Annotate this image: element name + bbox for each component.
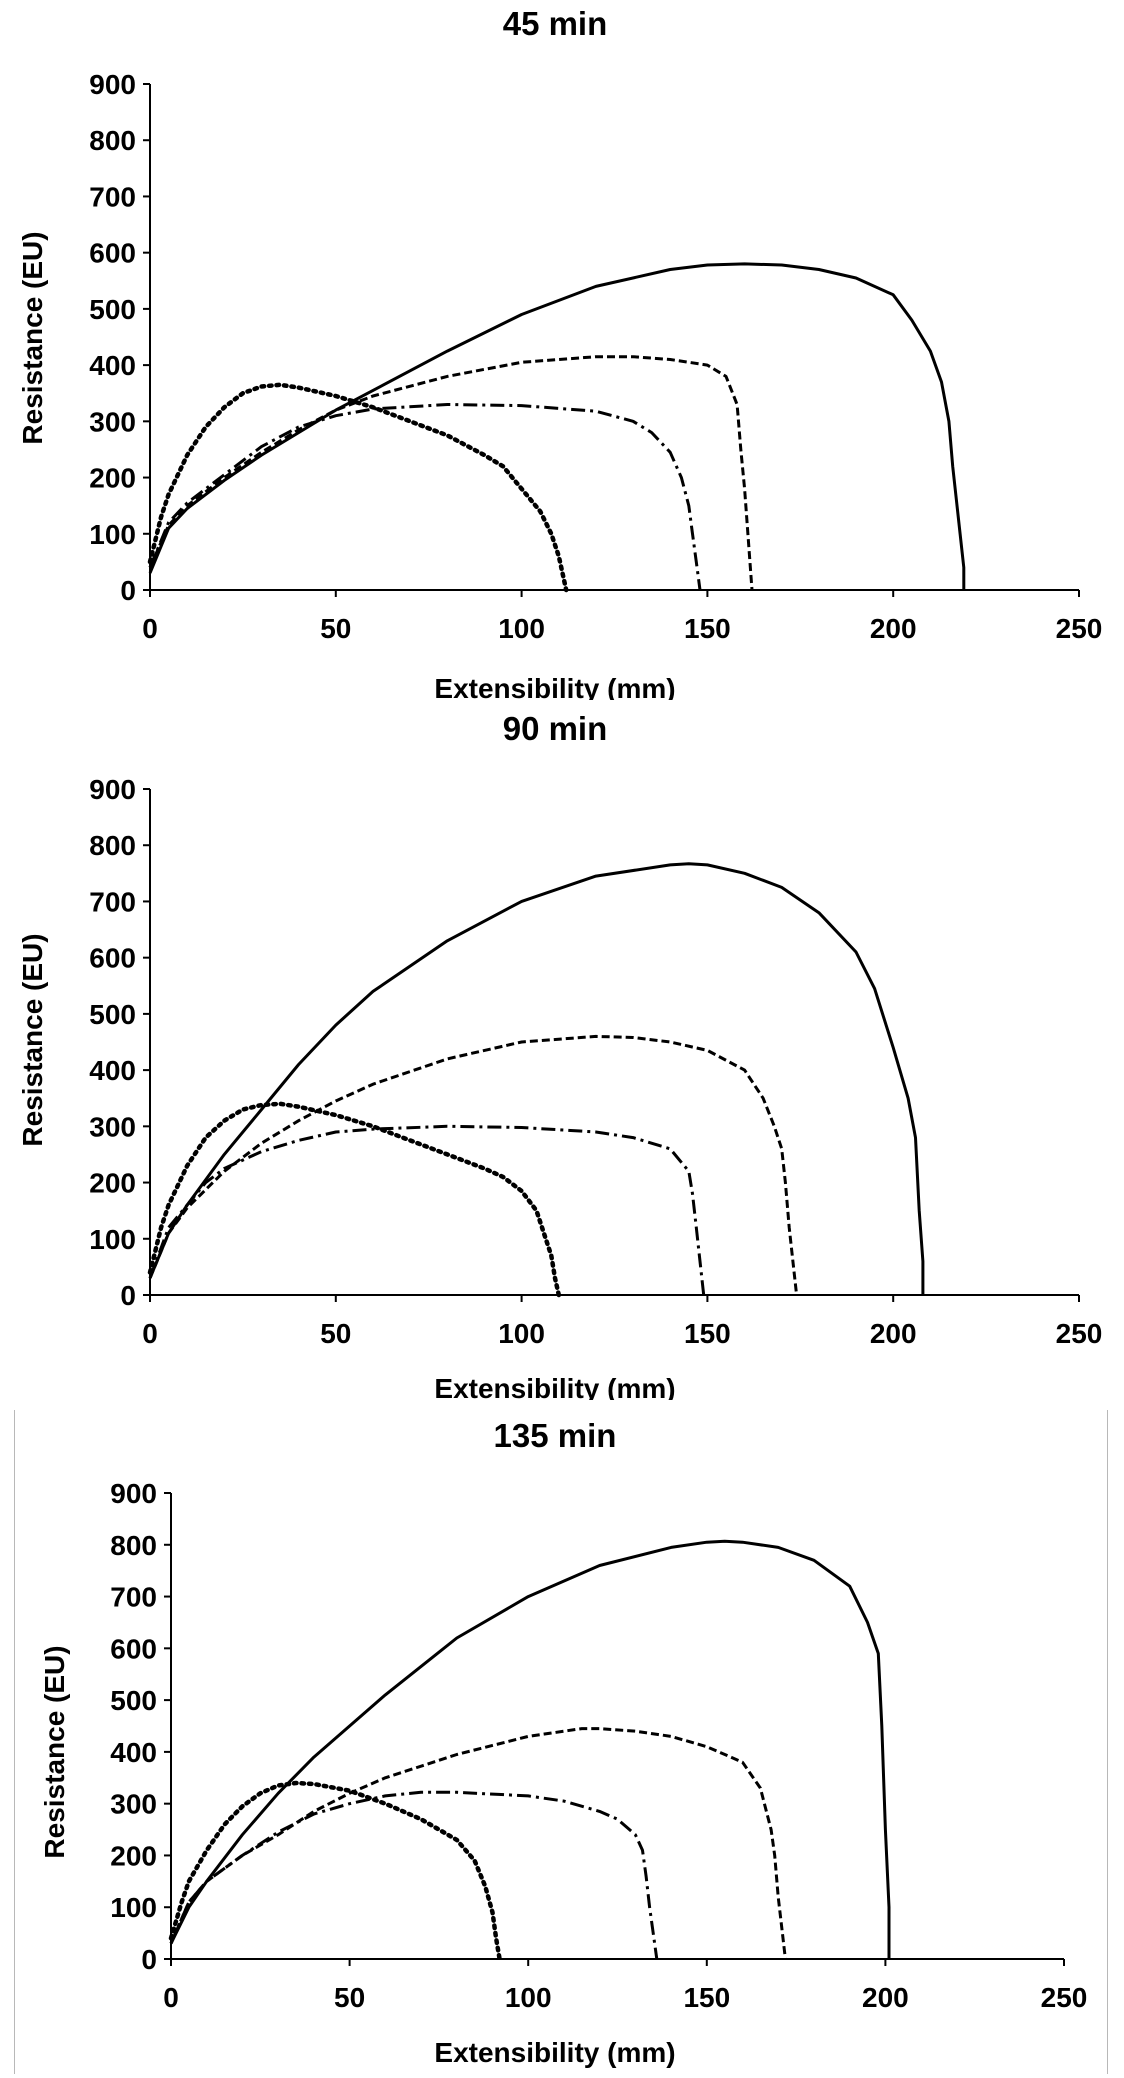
series-line-dashed (148, 355, 754, 591)
x-tick-label: 250 (1056, 1318, 1103, 1349)
x-tick-label: 0 (142, 613, 158, 644)
chart-45-min: 45 min 0 100 200 300 400 500 600 700 800 900 0 50 10… (17, 5, 1102, 700)
x-axis-title: Extensibility (mm) (434, 2037, 675, 2068)
y-tick-label: 200 (110, 1840, 157, 1871)
plot-area: 0 100 200 300 400 500 600 700 800 900 0 50 100 150 200… (89, 69, 1102, 644)
y-tick-label: 500 (89, 999, 136, 1030)
y-tick-label: 200 (89, 463, 136, 494)
x-tick-label: 0 (163, 1982, 179, 2013)
series-line-dotted (147, 382, 569, 593)
chart-135-min: 135 min 0 100 200 300 400 500 600 700 800 900 0 50 1… (39, 1417, 1087, 2068)
x-axis-title: Extensibility (mm) (434, 1373, 675, 1400)
x-tick-label: 250 (1056, 613, 1103, 644)
plot-area: 0 100 200 300 400 500 600 700 800 900 0 50 100 150 200… (110, 1478, 1087, 2013)
y-tick-label: 300 (89, 1111, 136, 1142)
y-tick-label: 900 (89, 69, 136, 100)
series-line-dashed (169, 1727, 787, 1960)
x-tick-label: 150 (684, 613, 731, 644)
chart-panel-45-min: 45 min 0 100 200 300 400 500 600 700 800 900 0 50 10… (0, 0, 1124, 700)
x-tick-label: 150 (683, 1982, 730, 2013)
y-tick-label: 100 (89, 1224, 136, 1255)
series-line-dotted (168, 1780, 502, 1962)
series-line-solid (148, 262, 966, 590)
y-tick-label: 900 (110, 1478, 157, 1509)
y-tick-label: 400 (89, 350, 136, 381)
x-tick-label: 100 (505, 1982, 552, 2013)
y-tick-label: 800 (110, 1530, 157, 1561)
y-tick-label: 600 (89, 238, 136, 269)
x-tick-label: 150 (684, 1318, 731, 1349)
x-tick-label: 200 (870, 1318, 917, 1349)
y-tick-label: 400 (110, 1737, 157, 1768)
y-tick-label: 600 (110, 1633, 157, 1664)
y-tick-label: 700 (110, 1582, 157, 1613)
chart-title: 135 min (494, 1417, 617, 1454)
y-tick-label: 700 (89, 181, 136, 212)
x-axis-title: Extensibility (mm) (434, 673, 675, 700)
x-tick-label: 200 (870, 613, 917, 644)
y-tick-label: 200 (89, 1168, 136, 1199)
chart-title: 45 min (503, 5, 608, 42)
x-tick-label: 200 (862, 1982, 909, 2013)
x-tick-label: 0 (142, 1318, 158, 1349)
y-tick-label: 500 (89, 294, 136, 325)
series-line-solid (169, 1539, 891, 1959)
y-tick-label: 800 (89, 830, 136, 861)
y-tick-label: 300 (89, 406, 136, 437)
y-tick-label: 0 (141, 1944, 157, 1975)
x-tick-label: 100 (498, 1318, 545, 1349)
panel-3-frame (14, 1410, 1108, 2074)
x-tick-label: 50 (334, 1982, 365, 2013)
y-tick-label: 700 (89, 886, 136, 917)
plot-area: 0 100 200 300 400 500 600 700 800 900 0 50 100 150 200… (89, 774, 1102, 1349)
y-axis-title: Resistance (EU) (17, 933, 48, 1146)
series-line-dash-dot (148, 403, 702, 591)
y-tick-label: 100 (110, 1892, 157, 1923)
chart-title: 90 min (503, 710, 608, 747)
y-tick-label: 800 (89, 125, 136, 156)
y-tick-label: 900 (89, 774, 136, 805)
y-axis-title: Resistance (EU) (17, 231, 48, 444)
y-tick-label: 100 (89, 519, 136, 550)
y-tick-label: 0 (120, 1280, 136, 1311)
chart-panel-135-min: 135 min 0 100 200 300 400 500 600 700 800 900 0 50 1… (0, 1400, 1124, 2078)
x-tick-label: 250 (1041, 1982, 1088, 2013)
y-tick-label: 400 (89, 1055, 136, 1086)
y-tick-label: 300 (110, 1789, 157, 1820)
x-tick-label: 50 (320, 613, 351, 644)
y-tick-label: 500 (110, 1685, 157, 1716)
y-tick-label: 0 (120, 575, 136, 606)
series-line-dotted (147, 1101, 562, 1298)
chart-panel-90-min: 90 min 0 100 200 300 400 500 600 700 800 900 0 50 10… (0, 700, 1124, 1400)
x-tick-label: 100 (498, 613, 545, 644)
series-line-dash-dot (148, 1124, 706, 1296)
series-line-dash-dot (169, 1790, 659, 1960)
y-tick-label: 600 (89, 943, 136, 974)
chart-90-min: 90 min 0 100 200 300 400 500 600 700 800 900 0 50 10… (17, 710, 1102, 1400)
series-line-solid (148, 862, 925, 1295)
y-axis-title: Resistance (EU) (39, 1645, 70, 1858)
series-line-dashed (148, 1034, 799, 1296)
x-tick-label: 50 (320, 1318, 351, 1349)
